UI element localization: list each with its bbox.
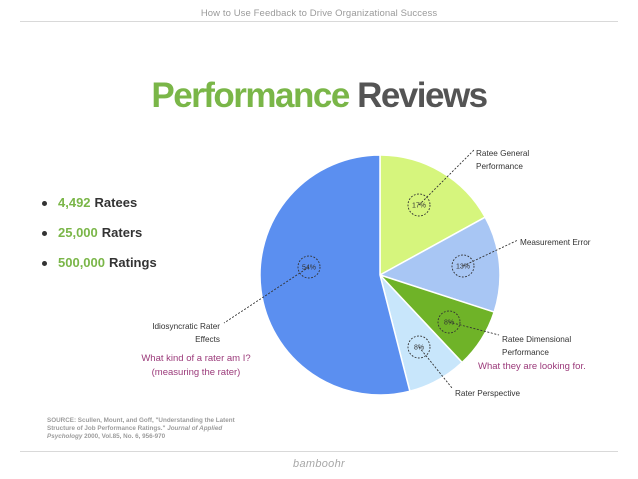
slice-label: Idiosyncratic Rater [152,322,220,331]
brand-logo: bamboohr [293,458,345,470]
stat-label: Ratees [94,195,138,210]
bottom-divider [20,451,618,452]
bullet-icon [42,230,47,236]
stat-number: 500,000 [58,255,105,270]
stat-label: Raters [101,225,143,240]
slice-label: Performance [476,162,523,171]
stat-label: Ratings [109,255,157,270]
source-line3: 2000, Vol.85, No. 6, 956-970 [84,433,166,440]
slide-title-part1: Performance [151,76,350,115]
percent-marker [451,254,475,278]
presentation-title: How to Use Feedback to Drive Organizatio… [200,8,438,19]
stat-number: 25,000 [58,225,98,240]
slice-label: Performance [502,348,549,357]
pie-slice [259,154,411,396]
source-line1: SOURCE: Scullen, Mount, and Goff, "Under… [47,417,235,424]
source-citation: SOURCE: Scullen, Mount, and Goff, "Under… [47,417,287,441]
leader-line [418,149,475,206]
slice-label: Ratee Dimensional [502,335,571,344]
data-label: 13% [456,264,470,271]
percent-marker [297,255,321,279]
rater-question-line1: What kind of a rater am I? [141,353,250,364]
pie-slice [379,154,487,277]
percent-marker [407,335,431,359]
source-journal-2: Psychology [47,433,83,440]
list-item: 4,492 Ratees [42,188,157,218]
data-label: 8% [414,345,424,352]
slide-title-part2: Reviews [357,76,488,115]
data-label: 17% [412,203,426,210]
leader-line [462,239,519,267]
source-line2: Structure of Job Performance Ratings." [47,425,166,432]
slide-title: Performance Reviews [0,76,638,116]
slice-label: Ratee General [476,149,529,158]
pie-slice [378,216,501,314]
rater-question-line2: (measuring the rater) [152,367,241,378]
slice-label: Measurement Error [520,238,591,247]
bullet-icon [42,260,47,266]
stat-number: 4,492 [58,195,91,210]
bullet-icon [42,200,47,206]
percent-marker [437,310,461,334]
data-label: 54% [302,265,316,272]
slice-label: Rater Perspective [455,389,521,398]
dimensional-note: What they are looking for. [478,361,586,372]
percent-marker [407,193,431,217]
leader-line [223,266,310,324]
top-divider [20,21,618,22]
slice-label: Effects [195,335,220,344]
leader-line [448,321,500,336]
source-journal: Journal of Applied [167,425,223,432]
list-item: 500,000 Ratings [42,248,157,278]
data-label: 8% [444,320,454,327]
list-item: 25,000 Raters [42,218,157,248]
stats-list: 4,492 Ratees 25,000 Raters 500,000 Ratin… [42,188,157,278]
leader-line [418,346,453,389]
